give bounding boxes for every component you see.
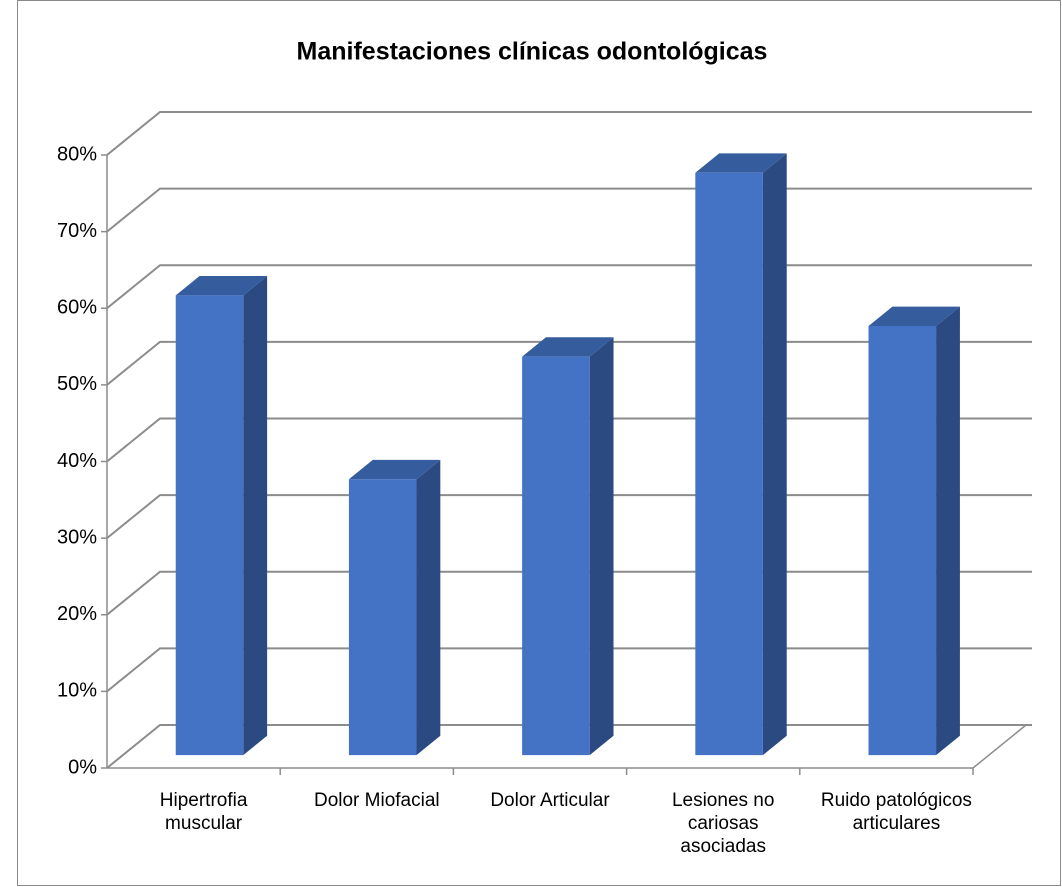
bar-top: [868, 306, 960, 326]
bar-top: [175, 276, 268, 296]
x-tick-label: Lesiones no cariosas asociadas: [671, 790, 775, 857]
grid-line: [106, 111, 1032, 156]
y-tick-label: 0%: [68, 756, 97, 778]
bar-front: [175, 295, 244, 756]
x-tick-label: Hipertrofia muscular: [159, 790, 248, 834]
bar-top: [522, 337, 614, 357]
bar-top: [695, 153, 787, 173]
x-tick-label: Dolor Miofacial: [313, 790, 440, 811]
y-tick-label: 10%: [57, 680, 97, 702]
y-tick-label: 60%: [57, 297, 97, 319]
y-tick-label: 80%: [57, 143, 97, 165]
y-tick-label: 70%: [57, 220, 97, 242]
y-tick-label: 30%: [57, 526, 97, 548]
bar-side: [589, 337, 614, 756]
bar-front: [868, 326, 937, 756]
bar-side: [762, 153, 787, 756]
bar-front: [348, 479, 417, 756]
bar-front: [522, 356, 590, 756]
x-tick-label: Ruido patológicos articulares: [820, 790, 972, 834]
bar-side: [416, 459, 441, 756]
bar-front: [695, 172, 763, 756]
bar-top: [348, 459, 441, 480]
y-tick-label: 20%: [57, 603, 97, 625]
bar-side: [936, 306, 960, 756]
bar-side: [243, 276, 268, 756]
chart-title: Manifestaciones clínicas odontológicas: [297, 38, 768, 66]
x-tick-label: Dolor Articular: [490, 790, 610, 811]
y-tick-label: 50%: [57, 373, 97, 395]
y-tick-label: 40%: [57, 450, 97, 472]
